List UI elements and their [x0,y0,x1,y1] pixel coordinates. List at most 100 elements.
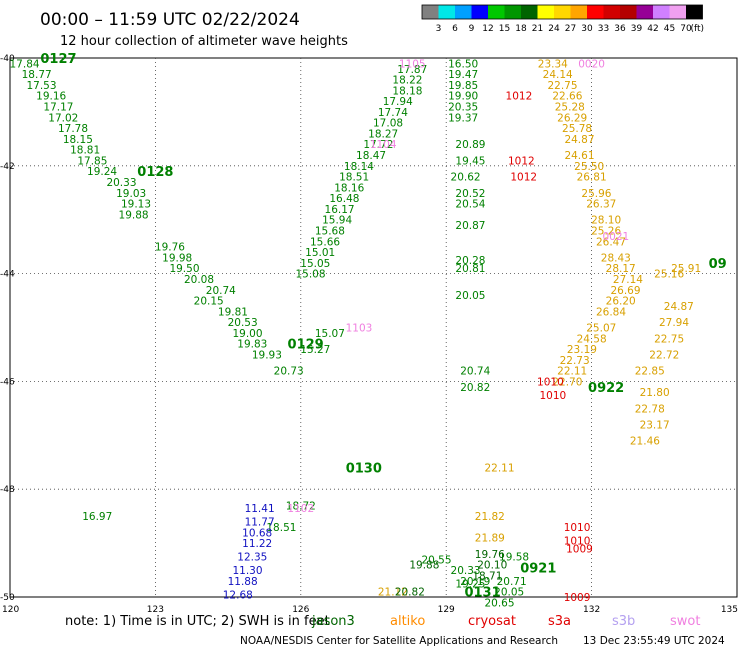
data-point-label: 21.82 [475,511,505,523]
data-point-label: 19.24 [87,166,117,178]
data-point-label: 20.73 [274,366,304,378]
data-point-label: 20.08 [184,274,214,286]
data-point-label: 24.58 [577,333,607,345]
data-point-label: 27.94 [659,317,689,329]
data-point-label: 25.91 [671,263,701,275]
colorbar-swatch [603,5,620,19]
data-point-label: 1009 [564,592,591,604]
data-points: 17.8418.7717.5319.1617.1717.0217.7818.15… [10,58,702,609]
data-point-label: 19.37 [448,112,478,124]
data-point-label: 18.22 [392,75,422,87]
pass-label: 0130 [346,462,382,477]
data-point-label: 21.46 [630,436,660,448]
colorbar-swatch [504,5,521,19]
colorbar-swatch [669,5,686,19]
colorbar-unit: (ft) [691,24,705,34]
data-point-label: 15.01 [305,247,335,259]
colorbar-swatch [620,5,637,19]
pass-label: 0127 [40,52,76,67]
pass-label: 0922 [588,381,624,396]
data-point-label: 18.72 [286,500,316,512]
data-point-label: 19.88 [409,560,439,572]
data-point-label: 22.73 [560,355,590,367]
data-point-label: 18.81 [70,145,100,157]
colorbar-label: 30 [581,24,593,34]
data-point-label: 17.78 [58,123,88,135]
data-point-label: 20.05 [494,587,524,599]
data-point-label: 17.17 [43,102,73,114]
data-point-label: 18.51 [339,172,369,184]
data-point-label: 20.54 [455,199,485,211]
data-point-label: 18.77 [22,69,52,81]
data-point-label: 19.93 [252,349,282,361]
data-point-label: 1010 [564,535,591,547]
data-point-label: 18.51 [266,522,296,534]
data-point-label: 25.16 [654,269,684,281]
data-point-label: 17.84 [10,58,40,70]
data-point-label: 23.19 [567,344,597,356]
colorbar-label: 36 [614,24,626,34]
data-point-label: 1010 [537,376,564,388]
series-swot: 1105 1104 1103 1102 0020 0021 [287,58,629,515]
data-point-label: 20.82 [460,382,490,394]
colorbar-label: 3 [436,24,442,34]
data-point-label: 17.74 [378,107,408,119]
data-point-label: 20.89 [455,139,485,151]
pass-label: 0921 [520,561,556,576]
data-point-label: 19.85 [448,80,478,92]
data-point-label: 22.75 [654,333,684,345]
data-point-label: 25.07 [586,323,616,335]
data-point-label: 12.35 [237,552,267,564]
data-point-label: 15.05 [300,258,330,270]
colorbar: 3 6 9 12 15 18 21 24 27 30 33 36 39 42 45 70(ft) [421,4,705,34]
data-point-label: 19.25 [455,579,485,591]
data-point-label: 0020 [578,58,605,70]
x-tick-label: 123 [147,605,164,615]
colorbar-swatch [422,5,439,19]
data-point-label: 1012 [510,172,537,184]
data-point-label: 17.85 [77,155,107,167]
data-point-label: 0021 [602,231,629,243]
data-point-label: 1104 [370,139,397,151]
data-point-label: 18.16 [334,182,364,194]
data-point-label: 20.74 [206,285,236,297]
pass-label: 0129 [288,338,324,353]
data-point-label: 20.33 [106,177,136,189]
data-point-label: 21.80 [640,387,670,399]
colorbar-label: 9 [469,24,475,34]
data-point-label: 25.28 [555,102,585,114]
data-point-label: 28.17 [606,263,636,275]
colorbar-label: 42 [647,24,658,34]
x-tick-label: 132 [583,605,600,615]
y-tick-label: -42 [0,162,15,172]
legend-altiko: altiko [390,614,425,629]
colorbar-swatch [686,5,703,19]
data-point-label: 23.17 [640,420,670,432]
data-point-label: 20.87 [455,220,485,232]
colorbar-swatch [471,5,488,19]
data-point-label: 11.30 [232,565,262,577]
colorbar-label: 27 [565,24,576,34]
colorbar-border [421,4,703,20]
legend-cryosat: cryosat [468,614,516,629]
data-point-label: 20.33 [451,565,481,577]
data-point-label: 19.47 [448,69,478,81]
data-point-label: 19.45 [455,155,485,167]
axis-ticks: 120 123 126 129 132 135 -40 -42 -44 -46 -48 -50 [0,54,738,615]
data-point-label: 19.16 [36,91,66,103]
data-point-label: 21.89 [475,533,505,545]
colorbar-label: 6 [452,24,458,34]
data-point-label: 19.76 [155,242,185,254]
y-tick-label: -50 [0,593,15,603]
legend-s3a: s3a [548,614,571,629]
x-tick-label: 135 [721,605,738,615]
data-point-label: 17.87 [397,64,427,76]
data-point-label: 25.96 [581,188,611,200]
colorbar-label: 21 [532,24,543,34]
data-point-label: 20.82 [395,587,425,599]
data-point-label: 20.53 [228,317,258,329]
data-point-label: 19.90 [448,91,478,103]
series-altika: 23.3424.1422.7522.6625.2826.2925.7824.87… [378,58,701,598]
data-point-label: 20.71 [497,576,527,588]
